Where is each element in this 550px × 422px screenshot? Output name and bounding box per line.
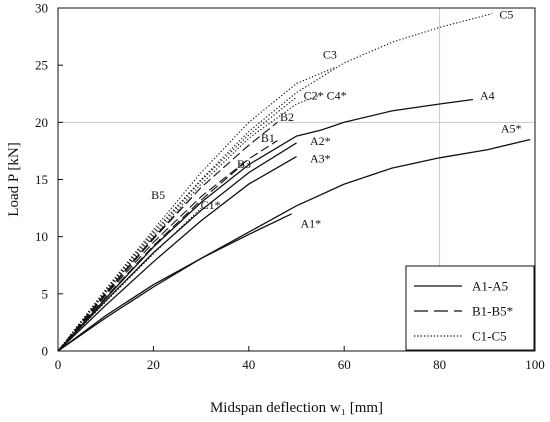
series-line-b1 (57, 140, 278, 352)
series-line-b3 (57, 163, 245, 352)
curve-label: C1* (201, 198, 221, 212)
series-lines (57, 13, 531, 352)
y-tick-label: 0 (42, 344, 49, 359)
y-tick-label: 15 (35, 172, 48, 187)
x-tick-label: 100 (525, 357, 545, 372)
curve-label: A1* (300, 217, 321, 231)
legend: A1-A5 B1-B5* C1-C5 (405, 265, 535, 351)
curve-label: B3 (237, 157, 251, 171)
legend-label: A1-A5 (472, 279, 508, 294)
curve-label: A3* (310, 151, 331, 165)
series-line-b5 (57, 197, 193, 352)
curve-label: A5* (501, 122, 522, 136)
curve-label: B1 (261, 131, 275, 145)
axis-ticks: 0 20 40 60 80 100 0 5 10 15 20 25 30 (35, 1, 545, 373)
curve-annotations: C5 C3 C2* C4* A4 B2 B1 A2* A5* A3* B3 B5 C1* A1* (151, 7, 521, 230)
legend-label: C1-C5 (472, 329, 507, 344)
x-tick-label: 80 (433, 357, 446, 372)
legend-label: B1-B5* (472, 304, 513, 319)
series-line-a2-star (57, 142, 297, 352)
series-line-a3-star (57, 156, 297, 352)
series-line-c1-star (57, 207, 202, 352)
y-tick-label: 30 (35, 1, 48, 16)
y-tick-label: 10 (35, 229, 48, 244)
series-line-a1-star (57, 213, 292, 352)
series-line-c3 (57, 66, 335, 352)
legend-box (405, 265, 535, 351)
curve-label: C3 (323, 47, 337, 61)
y-tick-label: 25 (35, 58, 48, 73)
series-line-c5 (57, 13, 493, 352)
series-line-c2-star (57, 96, 297, 352)
curve-label: B2 (280, 110, 294, 124)
legend-items: A1-A5 B1-B5* C1-C5 (414, 279, 513, 344)
curve-label: A2* (310, 134, 331, 148)
y-tick-label: 20 (35, 115, 48, 130)
curve-label: C2* C4* (304, 88, 347, 102)
x-tick-label: 0 (55, 357, 62, 372)
x-tick-label: 60 (338, 357, 351, 372)
curve-label: A4 (480, 88, 495, 102)
x-tick-label: 20 (147, 357, 160, 372)
series-line-a4 (57, 98, 474, 352)
curve-label: C5 (499, 7, 513, 21)
y-axis-label: Load P [kN] (6, 142, 22, 216)
x-axis-label: Midspan deflection w₁ [mm] (210, 400, 383, 416)
y-tick-label: 5 (42, 286, 49, 301)
series-line-a5-star (57, 138, 531, 352)
x-tick-label: 40 (242, 357, 255, 372)
curve-label: B5 (151, 188, 165, 202)
